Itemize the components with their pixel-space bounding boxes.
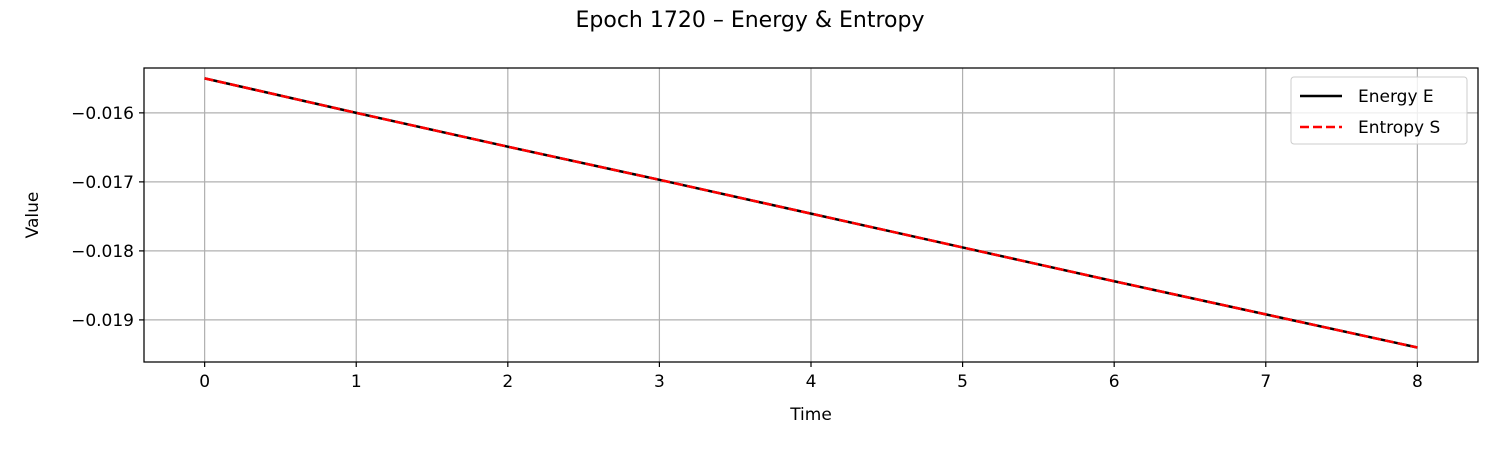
grid	[144, 68, 1478, 362]
plot-series	[204, 77, 1418, 349]
x-axis-label: Time	[789, 405, 832, 425]
axis-ticks: 0 1 2 3 4 5 6 7 8 −0.016 −0.017 −0.018 −0.019	[71, 104, 1423, 392]
x-tick-label: 3	[654, 372, 665, 392]
legend: Energy E Entropy S	[1290, 76, 1468, 145]
y-tick-label: −0.016	[71, 104, 134, 124]
x-tick-label: 6	[1109, 372, 1120, 392]
x-tick-label: 0	[199, 372, 210, 392]
chart-title: Epoch 1720 – Energy & Entropy	[576, 8, 925, 33]
legend-label-energy: Energy E	[1358, 87, 1434, 107]
y-tick-label: −0.019	[71, 311, 134, 331]
x-tick-label: 5	[957, 372, 968, 392]
x-tick-label: 7	[1260, 372, 1271, 392]
x-tick-label: 4	[806, 372, 817, 392]
y-axis-label: Value	[23, 192, 43, 239]
y-tick-label: −0.018	[71, 242, 134, 262]
y-tick-label: −0.017	[71, 173, 134, 193]
legend-label-entropy: Entropy S	[1358, 118, 1440, 138]
x-tick-label: 2	[502, 372, 513, 392]
x-tick-label: 1	[351, 372, 362, 392]
x-tick-label: 8	[1412, 372, 1423, 392]
series-line-entropy-s	[204, 77, 1418, 349]
